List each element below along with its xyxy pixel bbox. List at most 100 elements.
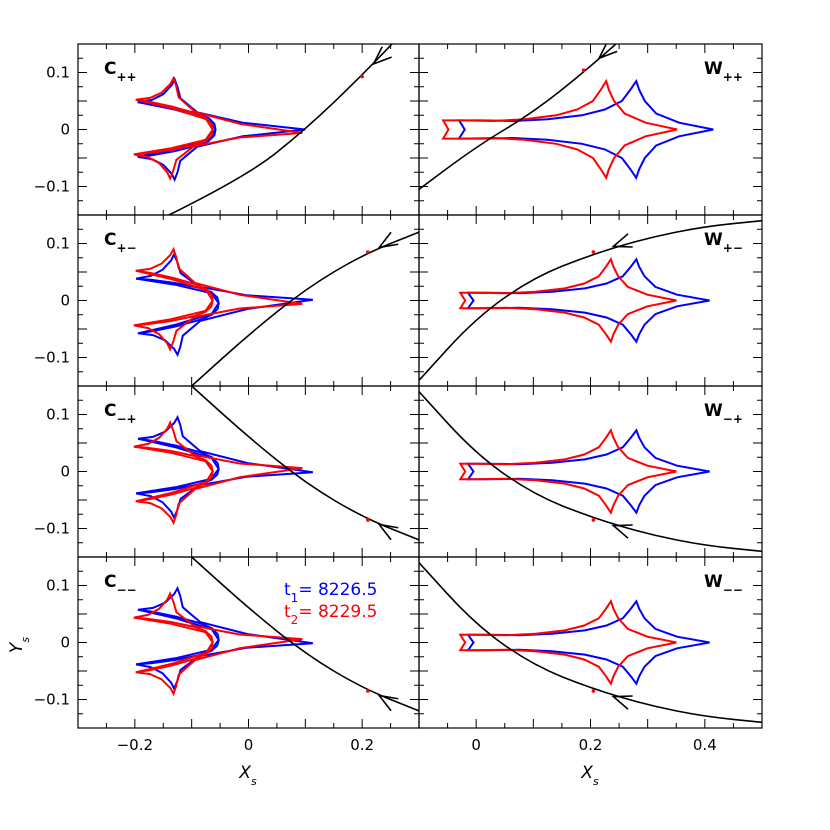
x-tick-label-Cmm: −0.2 (117, 736, 153, 754)
y-tick-label-Cmp: 0 (60, 463, 70, 481)
panel-Cmp: −0.1 0 0.1 C−+ (34, 385, 420, 558)
y-axis-label-sub: s (19, 637, 32, 643)
panel-label-Cpm: C+− (104, 230, 137, 255)
caustic-blue-Wpm (466, 257, 710, 344)
panel-plot-Wpp (419, 44, 714, 191)
panel-Wmm: 0 0.2 0.4 W−− (418, 556, 763, 754)
source-marker-Cpm (366, 250, 370, 254)
caustic-blue-Wpp (457, 78, 714, 181)
x-tick-label-Cmm: 0.2 (350, 736, 374, 754)
caustic-inner-red-Cpp (133, 98, 214, 156)
legend-entry-1: t1= 8226.5 (284, 580, 377, 605)
panel-label-Wpp: W++ (704, 59, 743, 84)
y-tick-label-Cpm: 0 (60, 292, 70, 310)
trajectory-arrow-Wmp (611, 524, 633, 539)
trajectory-Cmm (191, 557, 419, 712)
caustic-inner-blue-Cmp (135, 437, 220, 495)
legend-entry-sub: 1 (291, 591, 299, 605)
panel-label-base-Wpp: W (704, 59, 723, 79)
panel-label-Cmp: C−+ (104, 401, 137, 426)
x-tick-label-Cmm: 0 (244, 736, 254, 754)
panel-Cpm: −0.1 0 0.1 C+− (34, 214, 420, 387)
panel-label-base-Cmm: C (104, 572, 116, 592)
source-marker-Wmp (591, 518, 596, 522)
panel-Wpp: W++ (418, 43, 763, 216)
legend-entry-value: = 8226.5 (298, 580, 377, 600)
panel-label-Wpm: W+− (704, 230, 743, 255)
caustic-inner-red-Cmm (133, 616, 214, 674)
y-tick-label-Cpm: −0.1 (34, 349, 70, 367)
caustic-inner-blue-Cpm (135, 277, 220, 335)
caustic-red-Wpm (458, 257, 677, 344)
panel-Wpm: W+− (418, 214, 763, 387)
panel-label-sub-Wmm: −− (723, 583, 743, 597)
source-marker-Cmp (366, 518, 370, 522)
panel-label-base-Cpm: C (104, 230, 116, 250)
trajectory-Wmm (419, 562, 762, 724)
y-tick-label-Cmm: 0 (60, 634, 70, 652)
source-marker-Wpm (591, 250, 596, 254)
panel-label-Cpp: C++ (104, 59, 137, 84)
x-tick-label-Wmm: 0.4 (693, 736, 717, 754)
caustic-inner-blue-Cmm (135, 608, 220, 666)
panel-label-base-Cpp: C (104, 59, 116, 79)
x-tick-label-Wmm: 0 (471, 736, 481, 754)
x-axis-label-right-base: X (580, 763, 593, 783)
panel-plot-Wmm (419, 562, 762, 724)
panels-layer: −0.100.1 C++ W++−0.100.1 C+− W+−−0.100.1 C−+ W… (34, 43, 763, 754)
caustic-red-Wmp (458, 428, 677, 515)
panel-label-sub-Cmp: −+ (116, 412, 136, 426)
y-tick-label-Cmp: −0.1 (34, 520, 70, 538)
source-marker-Cmm (366, 689, 370, 693)
panel-label-sub-Cmm: −− (116, 583, 136, 597)
trajectory-Wmp (419, 391, 762, 553)
y-axis-label-base: Y (7, 641, 27, 653)
panel-label-Wmp: W−+ (704, 401, 743, 426)
y-tick-label-Cpp: 0.1 (46, 64, 70, 82)
panel-label-sub-Wpp: ++ (723, 70, 743, 84)
panel-Cpp: −0.1 0 0.1 C++ (34, 43, 420, 216)
panel-plot-Cmp (133, 386, 419, 541)
caustic-blue-Wmm (466, 599, 710, 686)
caustic-red-Cpp (133, 75, 303, 181)
legend-entry-base: t (284, 580, 291, 600)
legend-entry-2: t2= 8229.5 (284, 602, 377, 627)
panel-label-base-Wmm: W (704, 572, 723, 592)
panel-label-base-Wpm: W (704, 230, 723, 250)
panel-plot-Cpp (133, 44, 394, 215)
trajectory-arrow-Wpm (611, 233, 633, 248)
legend-entry-value: = 8229.5 (298, 602, 377, 622)
y-tick-label-Cmp: 0.1 (46, 406, 70, 424)
panel-label-sub-Cpm: +− (116, 241, 136, 255)
source-marker-Cpp (360, 74, 364, 79)
source-marker-Wpp (581, 68, 586, 73)
y-tick-label-Cpp: −0.1 (34, 178, 70, 196)
trajectory-Cpm (191, 231, 419, 386)
panel-label-base-Cmp: C (104, 401, 116, 421)
y-tick-label-Cpp: 0 (60, 121, 70, 139)
x-axis-label-left: Xs (238, 763, 257, 788)
panel-label-sub-Wpm: +− (723, 241, 743, 255)
panel-Cmm: −0.100.1−0.2 0 0.2C−− t1= 8226.5t2= 8229.5 (34, 556, 420, 754)
trajectory-arrow-Wmm (611, 695, 633, 710)
x-axis-label-left-sub: s (251, 775, 257, 788)
panel-Wmp: W−+ (418, 385, 763, 558)
source-marker-Wmm (591, 689, 596, 693)
caustic-red-Wpp (441, 78, 678, 181)
trajectory-arrow-Cmm (377, 694, 399, 712)
panel-label-base-Wmp: W (704, 401, 723, 421)
x-axis-label-right: Xs (580, 763, 599, 788)
y-tick-label-Cpm: 0.1 (46, 235, 70, 253)
trajectory-Wpm (419, 219, 762, 381)
caustic-blue-Wmp (466, 428, 710, 515)
panel-plot-Cmm (133, 557, 419, 712)
panel-plot-Wpm (419, 219, 762, 381)
labels-layer: Xs Xs Ys (7, 637, 599, 788)
panel-plot-Wmp (419, 391, 762, 553)
trajectory-arrow-Cpm (377, 231, 399, 249)
trajectory-Cmp (191, 386, 419, 541)
y-axis-label: Ys (7, 637, 32, 653)
x-axis-label-right-sub: s (593, 775, 599, 788)
legend-entry-base: t (284, 602, 291, 622)
